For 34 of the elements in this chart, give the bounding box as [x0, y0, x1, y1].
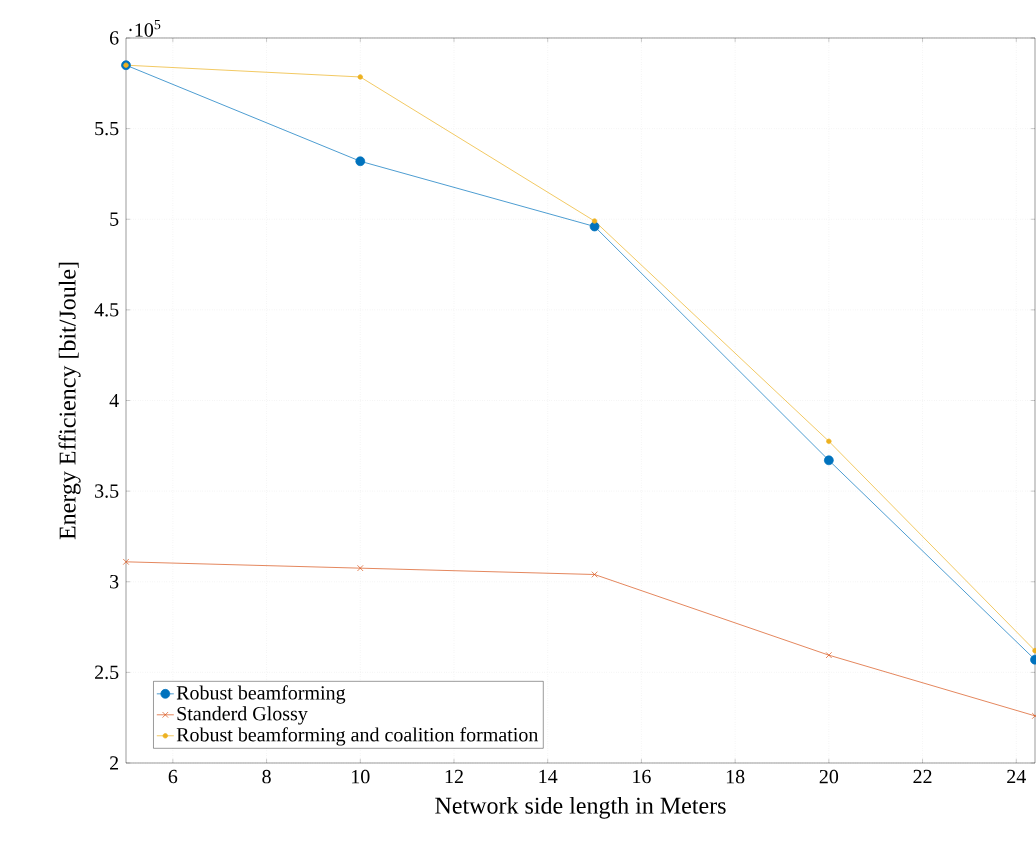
y-tick-label: 4 [109, 393, 119, 408]
point [591, 218, 598, 224]
y-tick-label: 2 [110, 756, 119, 770]
x-tick-label: 10 [352, 769, 370, 784]
y-tick-label: 3 [110, 575, 119, 589]
point [823, 455, 834, 466]
legend-label: Robust beamforming and coalition formation [176, 727, 539, 746]
point [825, 651, 833, 659]
point [122, 558, 130, 565]
point [589, 221, 600, 232]
y-tick-label: 3.5 [95, 484, 119, 498]
x-tick-label: 20 [819, 769, 839, 784]
legend-label: Robust beamforming [176, 685, 346, 704]
point [357, 564, 364, 572]
x-tick-label: 18 [726, 769, 745, 784]
x-tick-label: 16 [633, 769, 651, 784]
text: ·10$^{5}$ [129, 19, 161, 37]
y-tick-label: 4.5 [94, 303, 119, 317]
x-tick-label: 14 [539, 769, 558, 784]
x-tick-label: 12 [445, 769, 463, 784]
x-tick-label: 8 [262, 769, 271, 784]
point [357, 74, 363, 80]
x-tick-label: 6 [168, 769, 178, 784]
y-tick-label: 5 [110, 212, 119, 226]
legend-label: Standerd Glossy [177, 706, 308, 725]
x-axis-title: Network side length in Meters [435, 796, 726, 819]
point [355, 156, 366, 167]
x-tick-label: 24 [1007, 769, 1026, 784]
y-tick-label: 6 [109, 31, 119, 45]
y-tick-label: 5.5 [95, 121, 119, 136]
x-tick-label: 22 [913, 769, 932, 784]
point [826, 438, 832, 444]
y-tick-label: 2.5 [95, 665, 119, 680]
y-axis-title: Energy Efficiency [bit/Joule] [58, 262, 81, 540]
